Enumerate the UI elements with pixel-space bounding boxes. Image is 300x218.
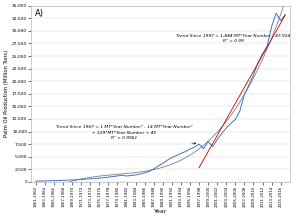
X-axis label: Year: Year [154, 209, 167, 214]
Y-axis label: Palm Oil Production (Million Tons): Palm Oil Production (Million Tons) [4, 50, 9, 137]
Text: A): A) [35, 9, 44, 18]
Text: Trend Since 1967 = 1 MT*Year Number³ - 14 MT*Year Number²
+ 129*MT*Year Number +: Trend Since 1967 = 1 MT*Year Number³ - 1… [56, 125, 196, 144]
Text: Trend Since 1997 = 1,844 MT*Year Number - 47,934
R² = 0.99: Trend Since 1997 = 1,844 MT*Year Number … [176, 34, 290, 43]
